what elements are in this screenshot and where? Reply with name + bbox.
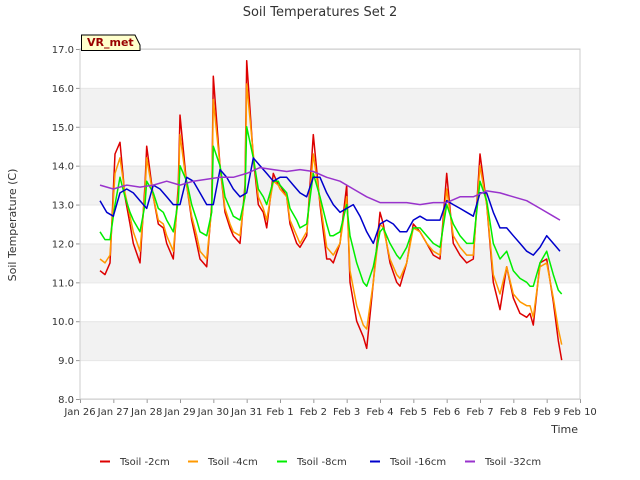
plot-frame (79, 48, 581, 400)
grid-band (80, 321, 580, 361)
x-tick-label: Feb 3 (333, 407, 360, 418)
series-line-tsoil-32cm (99, 166, 561, 221)
chart-title: Soil Temperatures Set 2 (243, 5, 398, 20)
station-badge-box (81, 34, 141, 51)
series-lines (99, 59, 563, 361)
y-tick-label: 11.0 (52, 278, 74, 289)
y-tick-label: 13.0 (52, 201, 74, 212)
x-tick-label: Feb 1 (266, 407, 293, 418)
x-axis-label: Time (550, 423, 578, 436)
legend-item: Tsoil -4cm (188, 457, 258, 468)
x-tick-label: Jan 29 (163, 407, 195, 418)
legend-label: Tsoil -4cm (207, 457, 258, 468)
x-tick-label: Jan 27 (97, 407, 129, 418)
y-axis-label: Soil Temperature (C) (6, 169, 19, 282)
x-tick-label: Feb 8 (500, 407, 527, 418)
legend-item: Tsoil -32cm (465, 457, 541, 468)
y-tick-label: 8.0 (58, 395, 74, 406)
x-tick-label: Feb 7 (466, 407, 493, 418)
x-tick-label: Jan 30 (197, 407, 229, 418)
x-tick-label: Jan 26 (63, 407, 95, 418)
y-tick-label: 17.0 (52, 45, 74, 56)
y-tick-label: 10.0 (52, 317, 74, 328)
x-tick-label: Feb 10 (563, 407, 597, 418)
legend: Tsoil -2cm Tsoil -4cm Tsoil -8cm Tsoil -16c… (100, 457, 541, 468)
x-tick-label: Feb 5 (400, 407, 427, 418)
station-badge: VR_met (81, 34, 141, 51)
x-axis-ticks: Jan 26 Jan 27 Jan 28 Jan 29 Jan 30 Jan 31 Feb … (63, 399, 597, 418)
x-tick-label: Feb 2 (300, 407, 327, 418)
x-tick-label: Jan 28 (130, 407, 162, 418)
x-tick-label: Feb 6 (433, 407, 460, 418)
legend-label: Tsoil -2cm (119, 457, 170, 468)
y-tick-label: 12.0 (52, 239, 74, 250)
x-tick-label: Feb 4 (366, 407, 393, 418)
grid-band (80, 87, 580, 127)
legend-item: Tsoil -16cm (370, 457, 446, 468)
x-tick-label: Jan 31 (230, 407, 262, 418)
y-tick-label: 16.0 (52, 84, 74, 95)
plot-background-bands (80, 49, 580, 400)
legend-label: Tsoil -8cm (296, 457, 347, 468)
y-tick-label: 14.0 (52, 162, 74, 173)
y-tick-label: 9.0 (58, 356, 74, 367)
x-tick-label: Feb 9 (533, 407, 560, 418)
station-badge-label: VR_met (87, 36, 134, 49)
legend-item: Tsoil -2cm (100, 457, 170, 468)
y-axis-ticks: 8.0 9.0 10.0 11.0 12.0 13.0 14.0 15.0 16.0 17.0 (52, 45, 80, 406)
legend-label: Tsoil -32cm (484, 457, 541, 468)
legend-label: Tsoil -16cm (389, 457, 446, 468)
legend-item: Tsoil -8cm (277, 457, 347, 468)
y-tick-label: 15.0 (52, 123, 74, 134)
